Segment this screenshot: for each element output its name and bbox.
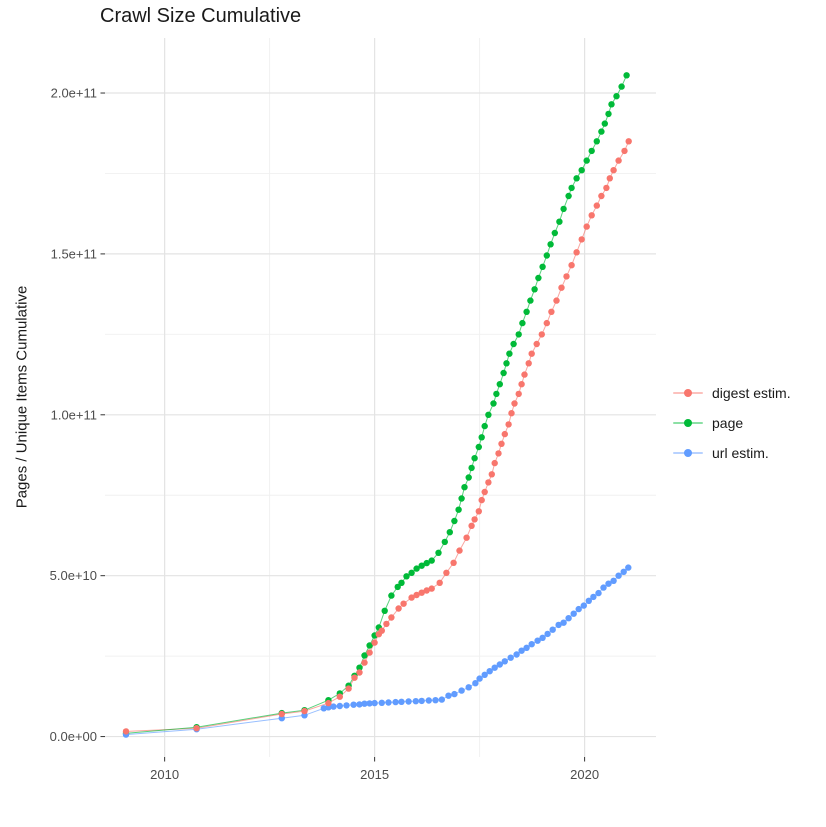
svg-text:2020: 2020 <box>570 767 599 782</box>
legend-dot-swatch <box>684 419 692 427</box>
legend-key-digest-estim <box>673 386 703 400</box>
axis-ticks <box>100 92 586 762</box>
svg-text:2.0e+11: 2.0e+11 <box>51 86 97 101</box>
svg-text:2010: 2010 <box>150 767 179 782</box>
series-points-digest-estim <box>122 138 632 735</box>
svg-text:1.5e+11: 1.5e+11 <box>51 246 97 261</box>
legend: digest estim. page url estim. <box>673 378 791 468</box>
series-line-url-estim <box>125 567 629 736</box>
y-axis-title: Pages / Unique Items Cumulative <box>13 285 31 509</box>
gridlines-minor <box>105 38 656 757</box>
x-axis-labels: 2010 2015 2020 <box>150 767 599 782</box>
svg-text:5.0e+10: 5.0e+10 <box>50 568 97 583</box>
chart-title: Crawl Size Cumulative <box>100 5 302 27</box>
svg-text:2015: 2015 <box>360 767 389 782</box>
legend-key-page <box>673 416 703 430</box>
svg-text:1.0e+11: 1.0e+11 <box>51 407 97 422</box>
gridlines-major <box>105 38 656 757</box>
series-points-page <box>122 72 630 737</box>
legend-label: digest estim. <box>712 385 791 401</box>
legend-item-page: page <box>673 408 791 438</box>
svg-text:0.0e+00: 0.0e+00 <box>50 729 97 744</box>
legend-item-digest-estim: digest estim. <box>673 378 791 408</box>
legend-key-url-estim <box>673 446 703 460</box>
legend-label: url estim. <box>712 445 769 461</box>
series-points-url-estim <box>122 564 632 738</box>
legend-item-url-estim: url estim. <box>673 438 791 468</box>
legend-dot-swatch <box>684 449 692 457</box>
legend-label: page <box>712 415 744 431</box>
legend-dot-swatch <box>684 389 692 397</box>
y-axis-labels: 0.0e+00 5.0e+10 1.0e+11 1.5e+11 2.0e+11 <box>50 86 97 745</box>
series-line-page <box>125 75 628 734</box>
